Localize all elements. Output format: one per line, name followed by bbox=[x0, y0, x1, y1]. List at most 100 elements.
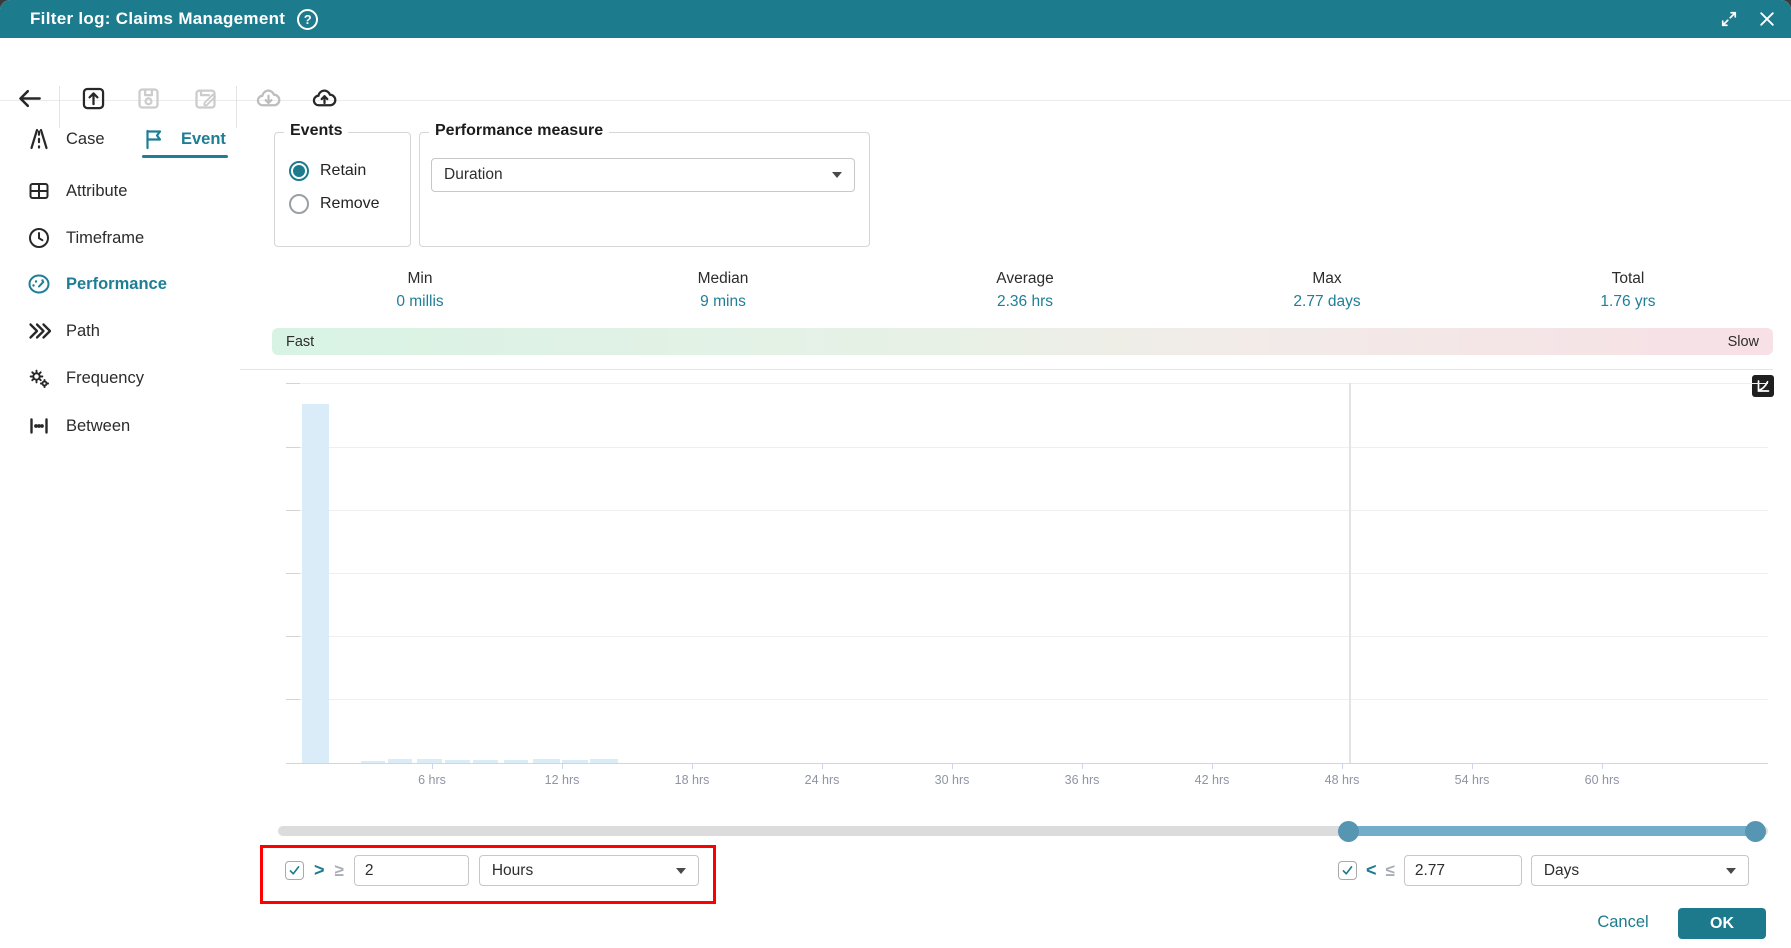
stat-label: Total bbox=[1611, 270, 1645, 287]
histogram-bar bbox=[445, 760, 470, 763]
less-than-operator[interactable]: < bbox=[1366, 860, 1377, 880]
y-axis-tick bbox=[286, 636, 300, 637]
retain-radio[interactable]: Retain bbox=[289, 161, 366, 181]
tab-case[interactable]: Case bbox=[27, 127, 105, 151]
measure-dropdown-value: Duration bbox=[444, 166, 503, 183]
cloud-download-icon bbox=[253, 83, 283, 113]
chevrons-icon bbox=[27, 319, 52, 343]
toolbar bbox=[0, 38, 1791, 128]
x-axis-tick bbox=[1342, 763, 1343, 769]
tab-event[interactable]: Event bbox=[142, 127, 226, 151]
cancel-button[interactable]: Cancel bbox=[1597, 913, 1649, 931]
sidebar-item-label: Attribute bbox=[66, 181, 128, 200]
y-axis-tick bbox=[286, 763, 300, 764]
tab-label: Event bbox=[181, 129, 226, 148]
toolbar-divider bbox=[59, 86, 60, 128]
stat-average: Average 2.36 hrs bbox=[935, 269, 1115, 315]
road-icon bbox=[27, 127, 51, 151]
range-slider-fill bbox=[1347, 826, 1755, 836]
x-axis-tick-label: 24 hrs bbox=[804, 773, 840, 787]
stat-label: Max bbox=[1312, 270, 1342, 287]
flag-icon bbox=[142, 127, 166, 151]
stat-value: 2.77 days bbox=[1293, 293, 1361, 310]
histogram-bar bbox=[503, 760, 529, 763]
chart-options-icon[interactable] bbox=[1752, 375, 1774, 397]
sidebar-item-attribute[interactable]: Attribute bbox=[27, 179, 127, 203]
x-axis-tick-label: 48 hrs bbox=[1324, 773, 1360, 787]
upper-bound-checkbox[interactable] bbox=[1338, 861, 1357, 880]
stat-value: 1.76 yrs bbox=[1600, 293, 1656, 310]
stat-value: 9 mins bbox=[700, 293, 746, 310]
histogram-bar bbox=[590, 759, 619, 763]
remove-radio-label: Remove bbox=[320, 195, 380, 212]
stat-total: Total 1.76 yrs bbox=[1538, 269, 1718, 315]
save-as-icon bbox=[190, 83, 220, 113]
sidebar-item-timeframe[interactable]: Timeframe bbox=[27, 226, 144, 250]
expand-icon[interactable] bbox=[1719, 9, 1739, 29]
lower-bound-unit-value: Hours bbox=[491, 861, 534, 879]
ok-button[interactable]: OK bbox=[1678, 908, 1766, 939]
radio-selected-icon bbox=[289, 161, 309, 181]
sidebar-item-label: Frequency bbox=[66, 368, 144, 387]
sidebar-item-label: Timeframe bbox=[66, 228, 145, 247]
greater-equal-operator[interactable]: ≥ bbox=[334, 860, 344, 880]
chevron-down-icon bbox=[1725, 867, 1736, 874]
back-icon[interactable] bbox=[14, 83, 44, 113]
close-icon[interactable] bbox=[1757, 9, 1777, 29]
sidebar-item-performance[interactable]: Performance bbox=[27, 272, 167, 296]
range-slider-track[interactable] bbox=[278, 826, 1768, 836]
stat-label: Min bbox=[407, 270, 433, 287]
range-slider-lower-handle[interactable] bbox=[1337, 821, 1359, 842]
less-equal-operator[interactable]: ≤ bbox=[1385, 860, 1395, 880]
upper-bound-unit-value: Days bbox=[1543, 861, 1580, 879]
x-axis-tick-label: 60 hrs bbox=[1584, 773, 1620, 787]
stat-label: Median bbox=[697, 270, 749, 287]
greater-than-operator[interactable]: > bbox=[314, 860, 325, 880]
sidebar-item-frequency[interactable]: Frequency bbox=[27, 366, 144, 390]
x-axis-tick-label: 30 hrs bbox=[934, 773, 970, 787]
sidebar-item-label: Path bbox=[66, 321, 100, 340]
chevron-down-icon bbox=[832, 172, 842, 178]
between-icon bbox=[27, 414, 51, 438]
histogram-bar bbox=[360, 761, 386, 763]
y-axis-tick bbox=[286, 383, 300, 384]
sidebar-item-label: Between bbox=[66, 416, 131, 435]
measure-dropdown[interactable]: Duration bbox=[431, 158, 855, 192]
threshold-marker-line bbox=[1349, 383, 1351, 763]
x-axis-tick-label: 36 hrs bbox=[1064, 773, 1100, 787]
performance-measure-legend: Performance measure bbox=[429, 122, 610, 140]
x-axis-tick-label: 42 hrs bbox=[1194, 773, 1230, 787]
sidebar-item-path[interactable]: Path bbox=[27, 319, 100, 343]
lower-bound-controls: > ≥ Hours bbox=[285, 855, 699, 886]
events-panel: Events Retain Remove bbox=[274, 122, 411, 247]
sidebar-item-between[interactable]: Between bbox=[27, 414, 130, 438]
upper-bound-value-input[interactable] bbox=[1403, 855, 1522, 886]
histogram-bar bbox=[387, 759, 413, 763]
help-icon[interactable]: ? bbox=[297, 8, 319, 30]
histogram-bar bbox=[473, 760, 499, 763]
lower-bound-unit-dropdown[interactable]: Hours bbox=[478, 855, 699, 886]
x-axis-tick bbox=[432, 763, 433, 769]
upper-bound-unit-dropdown[interactable]: Days bbox=[1530, 855, 1749, 886]
histogram-bar bbox=[302, 404, 330, 763]
clock-icon bbox=[27, 226, 51, 250]
open-log-icon[interactable] bbox=[78, 83, 108, 113]
lower-bound-value-input[interactable] bbox=[353, 855, 469, 886]
gridline bbox=[300, 699, 1768, 700]
stat-label: Average bbox=[996, 270, 1054, 287]
range-slider-upper-handle[interactable] bbox=[1744, 821, 1766, 842]
gridline bbox=[300, 383, 1768, 384]
x-axis-tick bbox=[1082, 763, 1083, 769]
lower-bound-checkbox[interactable] bbox=[285, 861, 304, 880]
upper-bound-controls: < ≤ Days bbox=[1338, 855, 1749, 886]
slow-label: Slow bbox=[1727, 333, 1759, 350]
gridline bbox=[300, 636, 1768, 637]
y-axis-tick bbox=[286, 447, 300, 448]
tab-label: Case bbox=[66, 129, 105, 148]
stat-value: 2.36 hrs bbox=[996, 293, 1053, 310]
gridline bbox=[300, 510, 1768, 511]
y-axis-tick bbox=[286, 699, 300, 700]
cloud-upload-icon[interactable] bbox=[309, 83, 339, 113]
remove-radio[interactable]: Remove bbox=[289, 194, 380, 214]
